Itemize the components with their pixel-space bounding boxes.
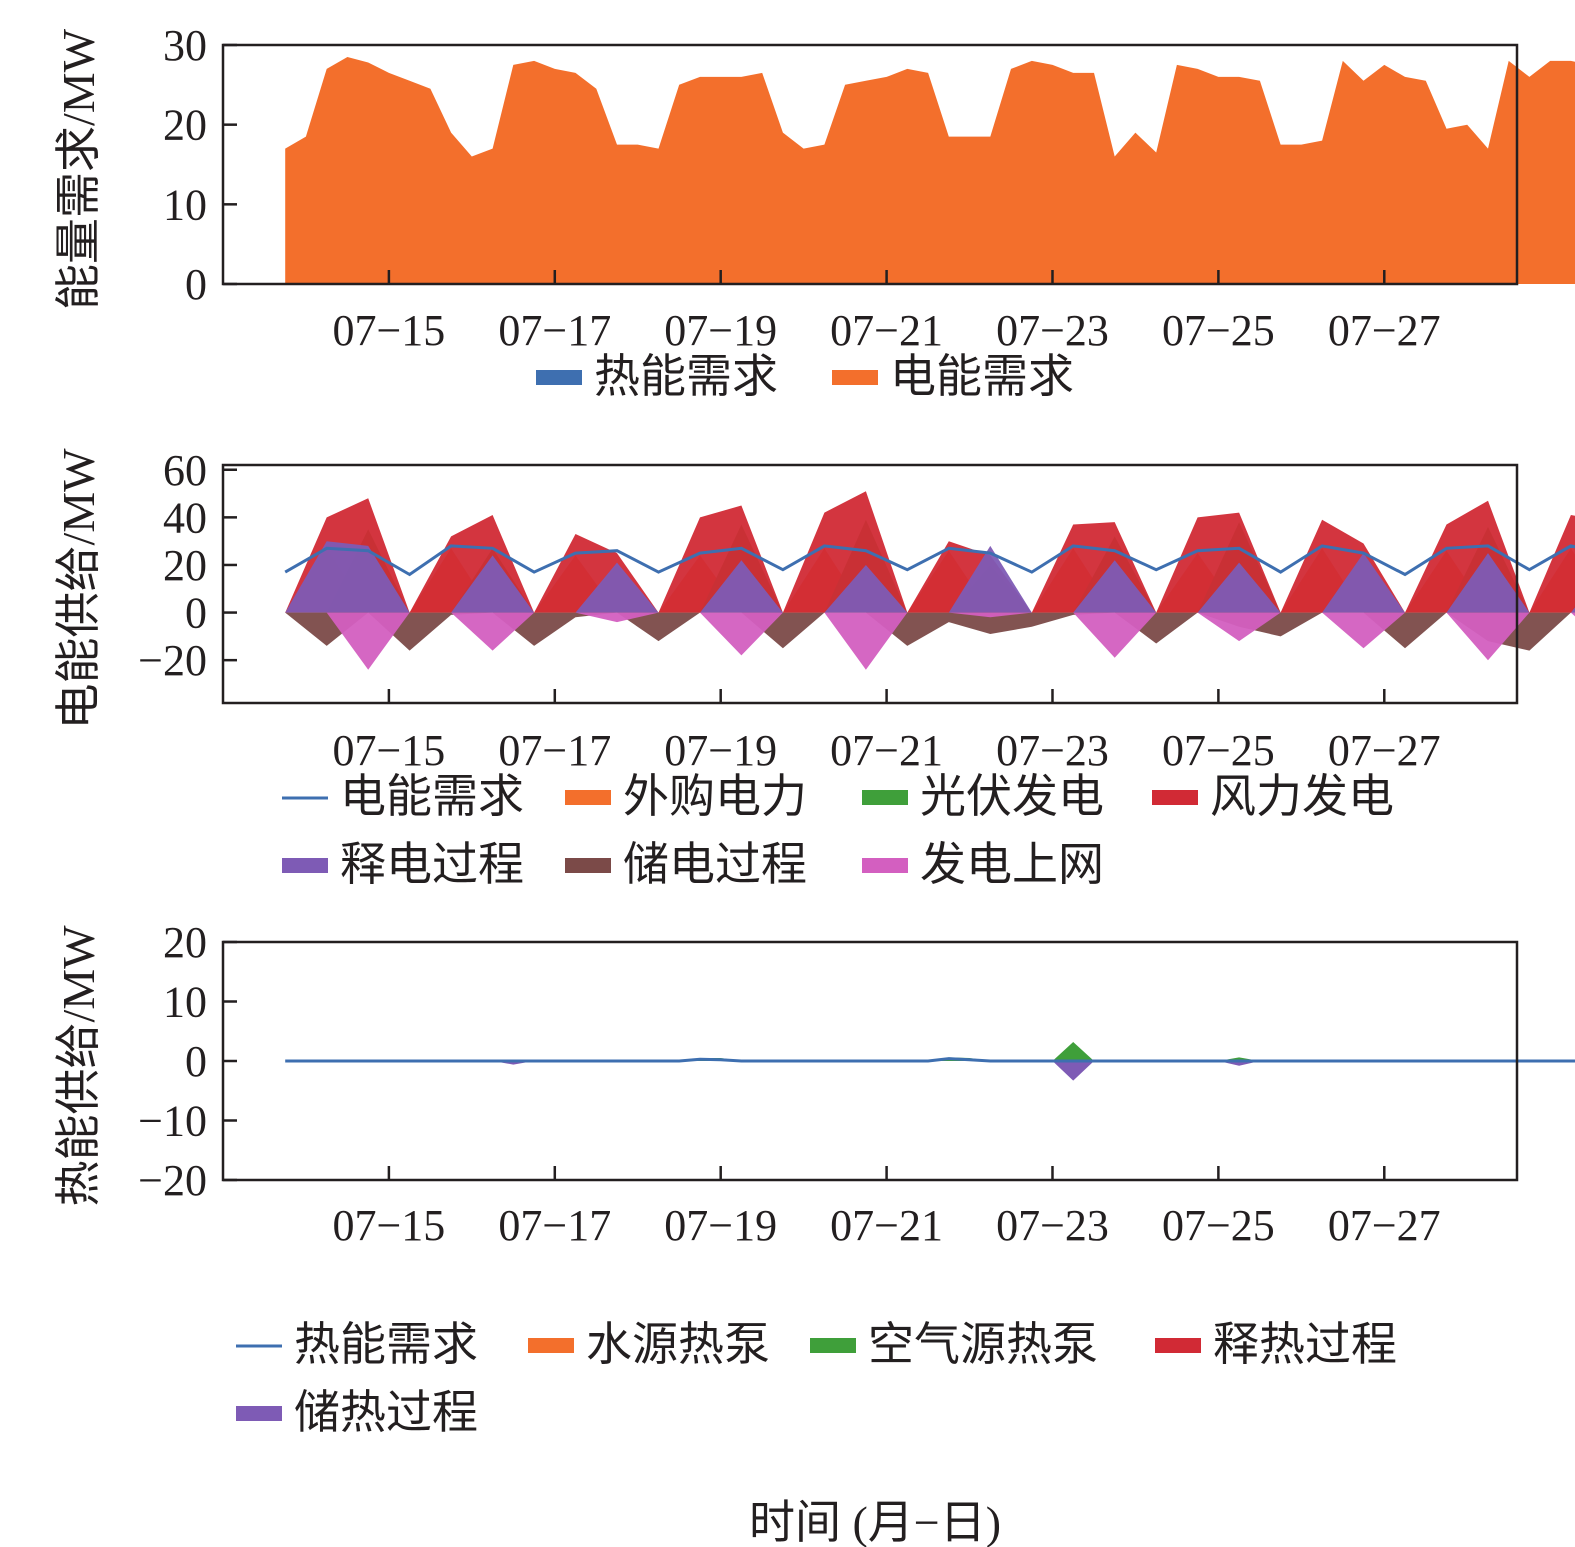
y-tick-label: 20 [163, 101, 207, 150]
x-tick-label: 07−21 [830, 726, 943, 775]
y-tick-label: 40 [163, 493, 207, 542]
series-line-2-0 [285, 1057, 1575, 1063]
x-tick-label: 07−17 [498, 1201, 611, 1250]
legend-label: 储热过程 [294, 1387, 478, 1438]
legend-item: 释热过程 [1155, 1319, 1397, 1370]
legend-item: 风力发电 [1152, 771, 1394, 822]
x-axis-label: 时间 (月−日) [749, 1497, 1001, 1547]
x-tick-label: 07−15 [332, 1201, 445, 1250]
legend-swatch [528, 1338, 574, 1353]
y-tick-label: 0 [185, 1037, 207, 1086]
plot-frame [221, 463, 1519, 705]
series-area-1-6 [285, 612, 1575, 670]
x-tick-label: 07−27 [1328, 726, 1441, 775]
x-tick-label: 07−19 [664, 1201, 777, 1250]
legend-item: 水源热泵 [528, 1319, 770, 1370]
y-tick-label: 20 [163, 541, 207, 590]
legend-item: 释电过程 [282, 839, 524, 890]
legend-item: 外购电力 [565, 771, 807, 822]
legend-label: 释热过程 [1213, 1319, 1397, 1370]
x-tick-label: 07−15 [332, 726, 445, 775]
legend-swatch [862, 790, 908, 805]
legend-item: 发电上网 [862, 839, 1104, 890]
legend-item: 电能需求 [832, 351, 1074, 402]
energy-demand-panel: 0 10 20 30 07−15 07−17 07−19 07−21 07−23 07−25 07−… [53, 21, 1575, 402]
legend-label: 光伏发电 [920, 771, 1104, 822]
series-line-1-0 [284, 544, 1575, 577]
x-tick-label: 07−25 [1162, 726, 1275, 775]
legend-swatch [810, 1338, 856, 1353]
x-tick-label: 07−19 [664, 306, 777, 355]
plot-frame [221, 43, 1519, 286]
legend-item: 热能需求 [236, 1319, 478, 1370]
legend-label: 水源热泵 [586, 1319, 770, 1370]
legend-swatch [236, 1406, 282, 1421]
series-area-2-2 [285, 1042, 1575, 1061]
heat-supply-panel: −20 −10 0 10 20 07−15 07−17 07−19 07−21 07−23 07−2… [53, 918, 1575, 1438]
y-tick-label: 20 [163, 918, 207, 967]
y-tick-label: −20 [138, 1156, 207, 1205]
x-tick-label: 07−23 [996, 306, 1109, 355]
legend-label: 热能需求 [594, 351, 778, 402]
legend-item: 光伏发电 [862, 771, 1104, 822]
y-axis-label: 热能供给/MW [53, 925, 104, 1207]
y-axis-label: 能量需求/MW [53, 28, 104, 310]
x-tick-label: 07−25 [1162, 1201, 1275, 1250]
legend-swatch [565, 858, 611, 873]
y-tick-label: −10 [138, 1097, 207, 1146]
legend-item: 储电过程 [565, 839, 807, 890]
legend-swatch [1155, 1338, 1201, 1353]
x-tick-label: 07−27 [1328, 1201, 1441, 1250]
series-area-2-1 [285, 1052, 1575, 1061]
y-tick-label: −20 [138, 636, 207, 685]
series-area-1-4 [285, 541, 1575, 613]
legend-label: 发电上网 [920, 839, 1104, 890]
y-tick-label: 0 [185, 589, 207, 638]
legend-label: 热能需求 [294, 1319, 478, 1370]
legend-item: 储热过程 [236, 1387, 478, 1438]
legend-swatch [536, 370, 582, 385]
x-tick-label: 07−19 [664, 726, 777, 775]
x-tick-label: 07−21 [830, 1201, 943, 1250]
y-tick-label: 10 [163, 978, 207, 1027]
x-tick-label: 07−21 [830, 306, 943, 355]
legend-item: 电能需求 [282, 771, 524, 822]
legend-swatch [282, 858, 328, 873]
y-axis-label: 电能供给/MW [53, 448, 104, 730]
legend-swatch [1152, 790, 1198, 805]
y-tick-label: 10 [163, 180, 207, 229]
x-tick-label: 07−17 [498, 726, 611, 775]
legend-label: 释电过程 [340, 839, 524, 890]
legend-swatch [862, 858, 908, 873]
legend-item: 热能需求 [536, 351, 778, 402]
legend-label: 电能需求 [890, 351, 1074, 402]
legend-item: 空气源热泵 [810, 1319, 1098, 1370]
y-tick-label: 0 [185, 260, 207, 309]
series-area-2-4 [285, 1061, 1575, 1081]
x-tick-label: 07−15 [332, 306, 445, 355]
x-tick-label: 07−23 [996, 1201, 1109, 1250]
y-tick-label: 30 [163, 21, 207, 70]
y-tick-label: 60 [163, 446, 207, 495]
legend-label: 储电过程 [623, 839, 807, 890]
legend-swatch [832, 370, 878, 385]
legend-label: 电能需求 [340, 771, 524, 822]
legend-label: 外购电力 [623, 771, 807, 822]
legend-swatch [565, 790, 611, 805]
series-area-0-1 [285, 57, 1575, 284]
legend-label: 空气源热泵 [868, 1319, 1098, 1370]
x-tick-label: 07−17 [498, 306, 611, 355]
x-tick-label: 07−25 [1162, 306, 1275, 355]
x-tick-label: 07−23 [996, 726, 1109, 775]
x-tick-label: 07−27 [1328, 306, 1441, 355]
legend-label: 风力发电 [1210, 771, 1394, 822]
